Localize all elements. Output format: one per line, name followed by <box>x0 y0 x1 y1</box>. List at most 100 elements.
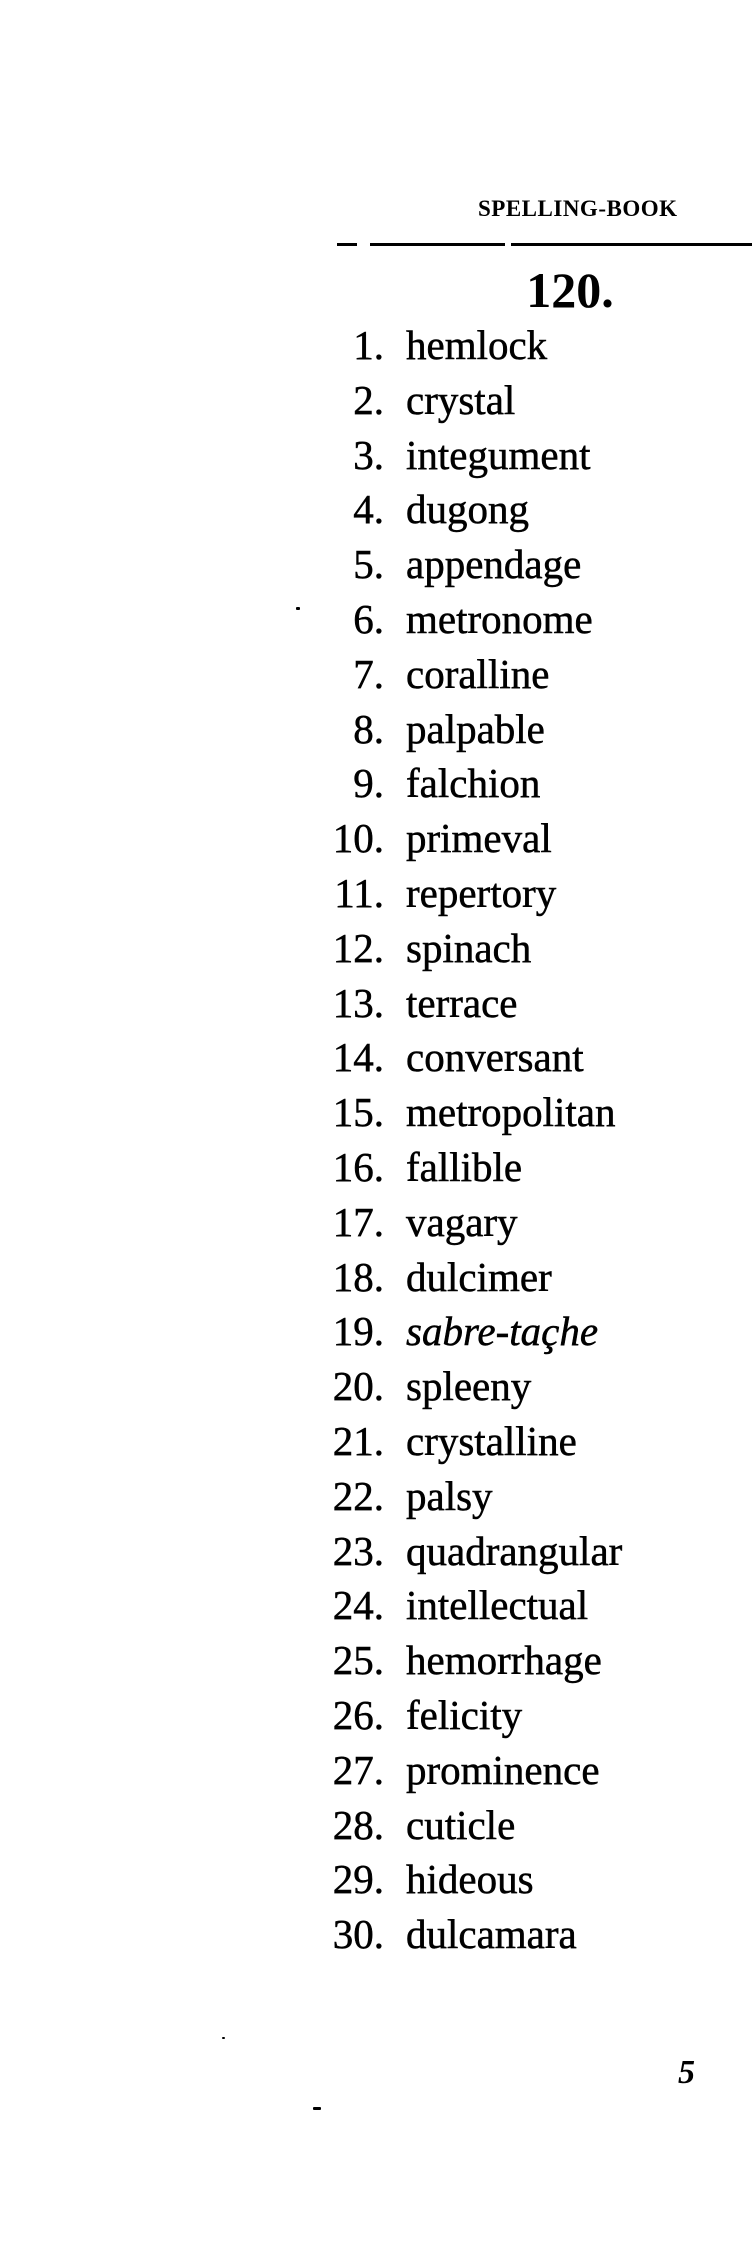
list-item: 25. hemorrhage <box>300 1633 622 1688</box>
item-word: hideous <box>406 1856 534 1903</box>
item-word: crystal <box>406 376 516 423</box>
item-number: 7. <box>353 650 384 697</box>
list-item: 9. falchion <box>300 756 622 811</box>
item-word: cuticle <box>406 1801 516 1848</box>
list-item: 27. prominence <box>300 1743 622 1798</box>
item-word: dulcamara <box>406 1911 577 1958</box>
item-word: terrace <box>406 979 518 1026</box>
item-word: crystalline <box>406 1417 577 1464</box>
item-word: hemorrhage <box>406 1637 602 1684</box>
item-word: felicity <box>406 1691 523 1738</box>
item-word: appendage <box>406 541 582 588</box>
print-speck <box>313 2107 321 2110</box>
item-word: integument <box>406 431 591 478</box>
item-word: dulcimer <box>406 1253 552 1300</box>
list-item: 30. dulcamara <box>300 1907 622 1962</box>
item-number: 16. <box>332 1143 385 1190</box>
item-word: sabre-taçhe <box>406 1308 599 1355</box>
item-number: 8. <box>353 705 384 752</box>
list-item: 11. repertory <box>300 866 622 921</box>
list-item: 18. dulcimer <box>300 1250 622 1305</box>
item-number: 6. <box>353 595 384 642</box>
item-number: 1. <box>353 322 384 368</box>
item-word: repertory <box>406 869 557 916</box>
list-item: 26. felicity <box>300 1688 622 1743</box>
list-item: 20. spleeny <box>300 1359 622 1414</box>
list-item: 17. vagary <box>300 1195 622 1250</box>
item-word: palsy <box>406 1472 493 1519</box>
item-word: spinach <box>406 924 532 971</box>
lesson-number: 120. <box>526 262 614 318</box>
item-word: palpable <box>406 705 545 752</box>
item-number: 2. <box>353 376 384 423</box>
item-number: 10. <box>332 815 385 862</box>
item-number: 19. <box>332 1308 385 1355</box>
item-word: conversant <box>406 1034 584 1081</box>
list-item: 22. palsy <box>300 1469 622 1524</box>
item-number: 9. <box>353 760 384 807</box>
item-number: 26. <box>332 1691 385 1738</box>
list-item: 28. cuticle <box>300 1798 622 1853</box>
list-item: 2. crystal <box>300 373 622 428</box>
list-item: 1. hemlock <box>300 318 622 373</box>
item-word: spleeny <box>406 1363 532 1410</box>
item-number: 11. <box>334 869 384 916</box>
item-number: 15. <box>332 1089 385 1136</box>
item-word: primeval <box>406 815 552 862</box>
item-word: dugong <box>406 486 530 533</box>
item-number: 4. <box>353 486 384 533</box>
item-number: 3. <box>353 431 384 478</box>
item-number: 22. <box>332 1472 385 1519</box>
list-item: 23. quadrangular <box>300 1524 623 1579</box>
running-header: SPELLING-BOOK <box>478 196 678 221</box>
item-word: prominence <box>406 1746 600 1793</box>
list-item: 15. metropolitan <box>300 1085 622 1140</box>
item-word: quadrangular <box>406 1527 623 1574</box>
item-word: falchion <box>406 760 541 807</box>
list-item: 14. conversant <box>300 1030 622 1085</box>
spelling-word-list: 1. hemlock 2. crystal 3. integument 4. dugong 5.… <box>300 318 623 1962</box>
list-item: 19. sabre-taçhe <box>300 1304 622 1359</box>
list-item: 10. primeval <box>300 811 622 866</box>
list-item: 13. terrace <box>300 976 622 1031</box>
item-number: 23. <box>332 1527 385 1574</box>
item-number: 5. <box>353 541 384 588</box>
header-rule-segment <box>370 243 505 246</box>
list-item: 29. hideous <box>300 1852 622 1907</box>
page-number: 5 <box>678 2054 695 2091</box>
item-number: 14. <box>332 1034 385 1081</box>
item-word: coralline <box>406 650 550 697</box>
list-item: 4. dugong <box>300 482 622 537</box>
item-word: fallible <box>406 1143 523 1190</box>
item-word: metropolitan <box>406 1089 616 1136</box>
item-number: 25. <box>332 1637 385 1684</box>
print-speck <box>296 607 300 610</box>
list-item: 5. appendage <box>300 537 622 592</box>
item-number: 17. <box>332 1198 385 1245</box>
list-item: 6. metronome <box>300 592 622 647</box>
item-word: metronome <box>406 595 593 642</box>
item-number: 27. <box>332 1746 385 1793</box>
item-word: intellectual <box>406 1582 589 1629</box>
list-item: 21. crystalline <box>300 1414 622 1469</box>
list-item: 12. spinach <box>300 921 622 976</box>
list-item: 24. intellectual <box>300 1578 622 1633</box>
list-item: 7. coralline <box>300 647 622 702</box>
item-number: 21. <box>332 1417 385 1464</box>
item-word: vagary <box>406 1198 518 1245</box>
item-number: 20. <box>332 1363 385 1410</box>
item-word: hemlock <box>406 322 548 368</box>
item-number: 18. <box>332 1253 385 1300</box>
list-item: 16. fallible <box>300 1140 622 1195</box>
item-number: 29. <box>332 1856 385 1903</box>
list-item: 8. palpable <box>300 702 622 757</box>
item-number: 28. <box>332 1801 385 1848</box>
header-rule-segment <box>337 243 357 246</box>
item-number: 12. <box>332 924 385 971</box>
item-number: 13. <box>332 979 385 1026</box>
header-rule-segment <box>511 243 752 246</box>
print-speck <box>222 2037 225 2039</box>
item-number: 24. <box>332 1582 385 1629</box>
list-item: 3. integument <box>300 428 622 483</box>
item-number: 30. <box>332 1911 385 1958</box>
